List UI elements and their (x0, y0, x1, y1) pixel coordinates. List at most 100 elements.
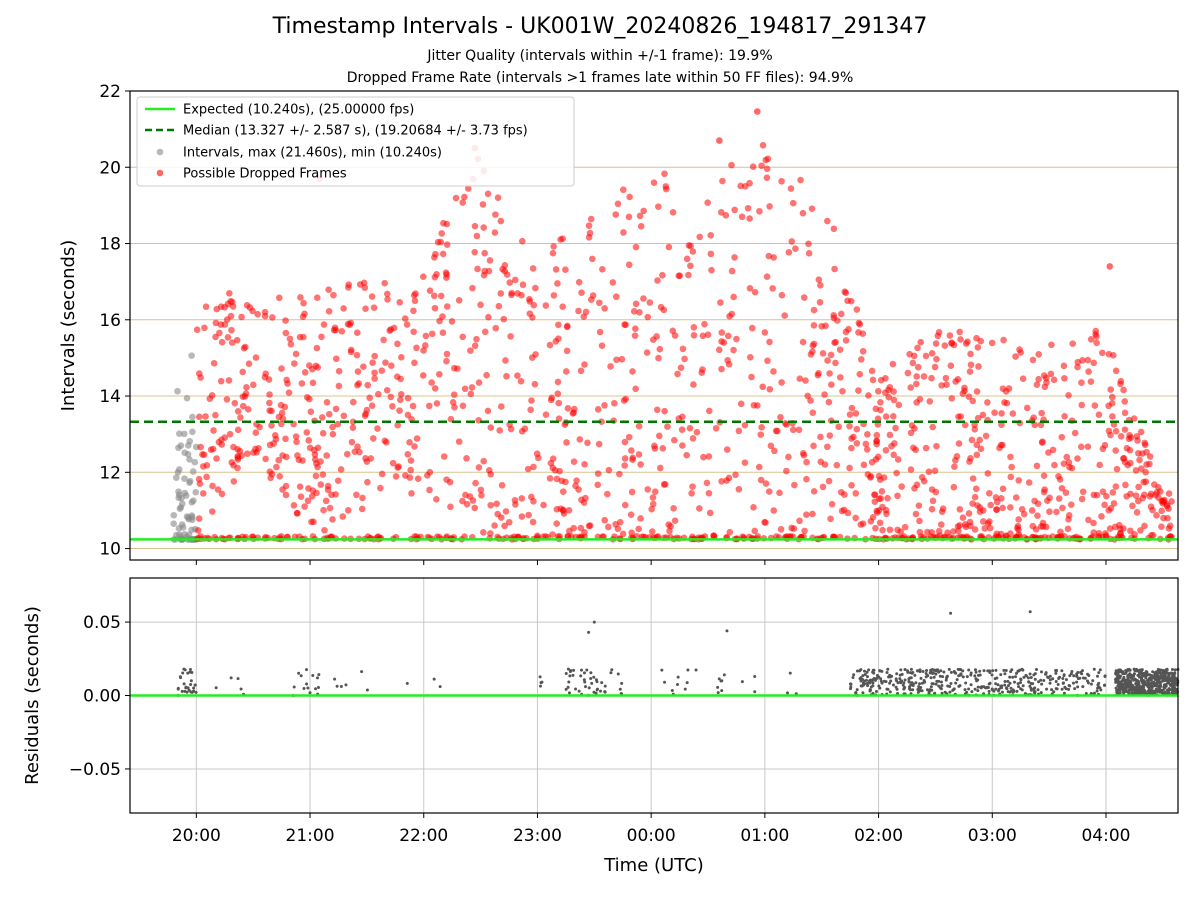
dropped-frame-point (1131, 531, 1138, 538)
dropped-frame-point (570, 458, 578, 465)
residual-point (316, 685, 320, 689)
dropped-frame-point (969, 475, 977, 482)
dropped-frame-point (612, 211, 620, 218)
dropped-frame-point (758, 423, 765, 431)
residual-point (924, 675, 928, 679)
dropped-frame-point (226, 430, 234, 438)
residual-point (1154, 687, 1158, 691)
dropped-frame-point (266, 399, 273, 407)
dropped-frame-point (864, 431, 871, 438)
dropped-frame-point (353, 491, 360, 499)
dropped-frame-point (947, 362, 955, 369)
dropped-frame-point (890, 413, 897, 420)
dropped-frame-point (991, 409, 998, 416)
residual-point (568, 674, 572, 678)
residual-point (927, 690, 931, 694)
dropped-frame-point (334, 420, 342, 428)
residual-point (859, 668, 863, 672)
dropped-frame-point (955, 440, 963, 447)
residual-point (1004, 668, 1008, 672)
dropped-frame-point (285, 389, 293, 396)
dropped-frame-point (293, 438, 300, 446)
dropped-frame-point (234, 408, 242, 415)
dropped-frame-point (986, 524, 994, 532)
residual-point (907, 680, 911, 684)
dropped-frame-point (375, 390, 382, 398)
interval-point (188, 516, 196, 524)
residual-point (236, 677, 240, 681)
dropped-frame-point (467, 390, 475, 398)
dropped-frame-point (221, 321, 229, 328)
dropped-frame-point (876, 476, 884, 484)
dropped-frame-point (340, 305, 347, 312)
dropped-frame-point (651, 488, 659, 495)
residual-point (925, 688, 929, 692)
dropped-frame-point (233, 336, 241, 344)
dropped-frame-point (1049, 533, 1056, 540)
dropped-frame-point (648, 505, 655, 513)
dropped-frame-point (796, 517, 803, 525)
dropped-frame-point (1077, 443, 1085, 451)
dropped-frame-point (347, 319, 355, 327)
residual-point (975, 679, 979, 683)
dropped-frame-point (916, 517, 923, 525)
dropped-frame-point (466, 493, 474, 500)
dropped-frame-point (808, 205, 816, 213)
residual-point (861, 674, 865, 678)
dropped-frame-point (654, 277, 661, 284)
interval-point (183, 513, 191, 520)
dropped-frame-point (605, 523, 612, 531)
dropped-frame-point (783, 467, 790, 475)
residual-point (1081, 676, 1085, 680)
residual-point (1062, 674, 1066, 678)
residual-point (1026, 676, 1030, 680)
dropped-frame-point (937, 521, 945, 528)
dropped-frame-point (728, 161, 735, 169)
dropped-frame-point (748, 373, 755, 381)
dropped-frame-point (369, 359, 376, 367)
dropped-frame-point (269, 314, 276, 321)
dropped-frame-point (454, 365, 461, 372)
residual-point (1078, 676, 1082, 680)
dropped-frame-point (883, 510, 890, 518)
dropped-frame-point (577, 367, 585, 375)
dropped-frame-point (838, 310, 845, 318)
dropped-frame-point (683, 451, 690, 459)
dropped-frame-point (1121, 426, 1129, 433)
dropped-frame-point (1032, 526, 1040, 533)
dropped-frame-point (1122, 481, 1129, 489)
dropped-frame-point (984, 399, 991, 406)
dropped-frame-point (449, 399, 457, 406)
dropped-frame-point (655, 203, 662, 210)
dropped-frame-point (484, 190, 492, 198)
dropped-frame-point (430, 292, 438, 300)
dropped-frame-point (907, 384, 915, 391)
residual-point (1128, 673, 1132, 677)
residual-point (959, 672, 963, 676)
dropped-frame-point (632, 385, 639, 393)
dropped-frame-point (203, 473, 210, 481)
residual-point (891, 683, 895, 687)
dropped-frame-point (407, 457, 415, 464)
residual-point (905, 669, 909, 673)
dropped-frame-point (446, 478, 454, 486)
residual-point (176, 687, 180, 691)
residual-point (918, 668, 922, 672)
dropped-frame-point (828, 381, 835, 388)
dropped-frame-point (477, 486, 485, 494)
dropped-frame-point (659, 271, 666, 279)
dropped-frame-point (967, 350, 974, 358)
residual-point (1092, 667, 1096, 671)
dropped-frame-point (660, 481, 668, 488)
residual-point (976, 685, 980, 689)
residual-point (1014, 671, 1018, 675)
residual-point (1061, 681, 1065, 685)
dropped-frame-point (300, 333, 307, 341)
residual-point (896, 681, 900, 685)
dropped-frame-point (575, 307, 582, 315)
dropped-frame-point (517, 377, 525, 385)
residual-point (868, 681, 872, 685)
residual-point (585, 668, 589, 672)
dropped-frame-point (1053, 508, 1060, 516)
dropped-frame-point (577, 524, 585, 532)
